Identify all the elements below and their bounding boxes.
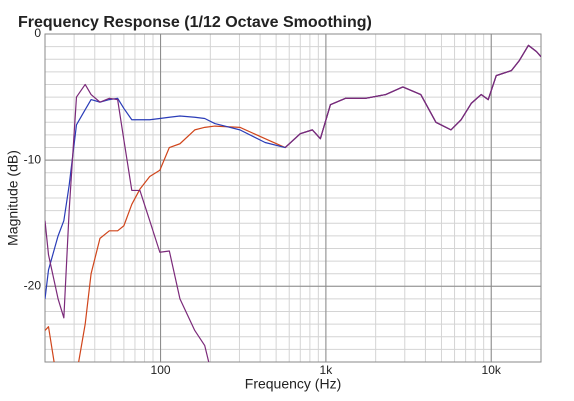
x-tick-label: 1k xyxy=(320,363,334,377)
plot-area xyxy=(45,44,541,362)
series-line xyxy=(45,44,541,362)
y-tick-label: -20 xyxy=(24,278,42,292)
x-tick-label: 10k xyxy=(482,363,502,377)
y-axis-label: Magnitude (dB) xyxy=(5,150,21,246)
y-tick-label: 0 xyxy=(34,26,41,40)
chart-title: Frequency Response (1/12 Octave Smoothin… xyxy=(18,14,372,31)
x-tick-label: 100 xyxy=(151,363,171,377)
x-axis-label: Frequency (Hz) xyxy=(245,376,341,392)
plot-frame xyxy=(44,33,542,363)
y-tick-label: -10 xyxy=(24,152,42,166)
